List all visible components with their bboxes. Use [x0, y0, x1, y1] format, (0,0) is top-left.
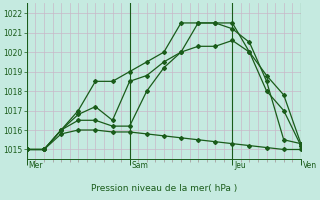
- Text: Mer: Mer: [28, 161, 43, 170]
- Text: Sam: Sam: [131, 161, 148, 170]
- Text: Jeu: Jeu: [234, 161, 246, 170]
- X-axis label: Pression niveau de la mer( hPa ): Pression niveau de la mer( hPa ): [91, 184, 237, 193]
- Text: Ven: Ven: [303, 161, 317, 170]
